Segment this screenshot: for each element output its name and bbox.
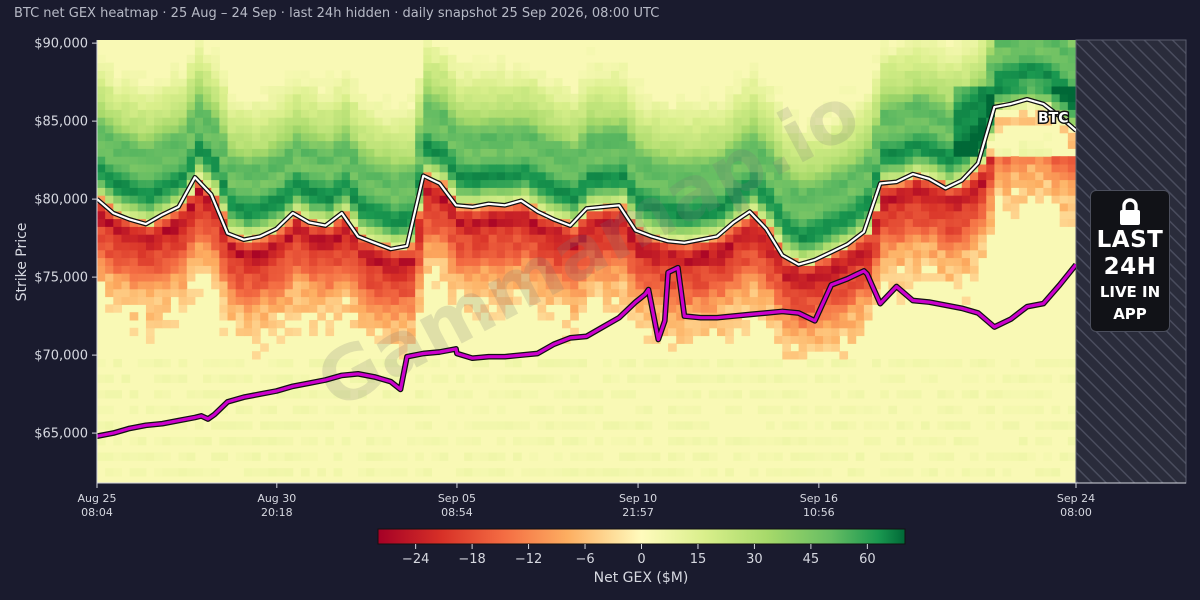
colorbar-tick-label: 15	[690, 552, 707, 567]
y-tick-label: $70,000	[34, 349, 88, 364]
colorbar-tick-label: 30	[746, 552, 763, 567]
colorbar-tick-label: 0	[637, 552, 645, 567]
colorbar-ticks: −24 −18 −12 −6 0 15 30 45 60	[402, 544, 876, 567]
btc-price-line	[97, 98, 1076, 266]
x-tick-label-time: 10:56	[803, 506, 835, 519]
x-tick-label-time: 20:18	[261, 506, 293, 519]
colorbar-tick-label: −12	[515, 552, 542, 567]
y-tick-label: $75,000	[34, 271, 88, 286]
y-tick-label: $65,000	[34, 427, 88, 442]
x-tick-label-date: Sep 10	[619, 492, 657, 505]
x-tick-label-date: Aug 25	[78, 492, 117, 505]
lock-line-3: LIVE IN	[1099, 283, 1161, 301]
lock-line-4: APP	[1113, 305, 1147, 323]
colorbar-label: Net GEX ($M)	[594, 570, 689, 586]
colorbar-tick-label: 45	[803, 552, 820, 567]
x-tick-label-date: Sep 16	[800, 492, 838, 505]
colorbar	[377, 528, 906, 545]
axes	[96, 40, 1186, 484]
lower-series-line	[97, 263, 1076, 438]
x-tick-label-time: 08:54	[441, 506, 473, 519]
page-title: BTC net GEX heatmap · 25 Aug – 24 Sep · …	[14, 6, 660, 21]
x-tick-label-date: Sep 24	[1057, 492, 1095, 505]
lock-line-1: LAST	[1096, 227, 1164, 253]
series-lines	[97, 96, 1076, 439]
colorbar-tick-label: −6	[575, 552, 594, 567]
lock-line-2: 24H	[1103, 254, 1157, 280]
series-label-btc: BTC	[1038, 111, 1069, 127]
x-tick-label-date: Sep 05	[438, 492, 476, 505]
x-tick-label-time: 08:00	[1060, 506, 1092, 519]
y-tick-label: $85,000	[34, 115, 88, 130]
colorbar-tick-label: −24	[402, 552, 429, 567]
locked-data-overlay[interactable]: LAST 24H LIVE IN APP	[1090, 190, 1170, 332]
colorbar-tick-label: 60	[859, 552, 876, 567]
y-axis-ticks: $65,000 $70,000 $75,000 $80,000 $85,000 $90,0…	[34, 37, 97, 442]
lock-icon	[1091, 197, 1169, 227]
x-tick-label-date: Aug 30	[257, 492, 296, 505]
x-tick-label-time: 08:04	[81, 506, 113, 519]
y-tick-label: $80,000	[34, 193, 88, 208]
colorbar-tick-label: −18	[458, 552, 485, 567]
heatmap	[97, 40, 1076, 483]
x-tick-label-time: 21:57	[622, 506, 654, 519]
y-tick-label: $90,000	[34, 37, 88, 52]
y-axis-label: Strike Price	[14, 223, 30, 302]
